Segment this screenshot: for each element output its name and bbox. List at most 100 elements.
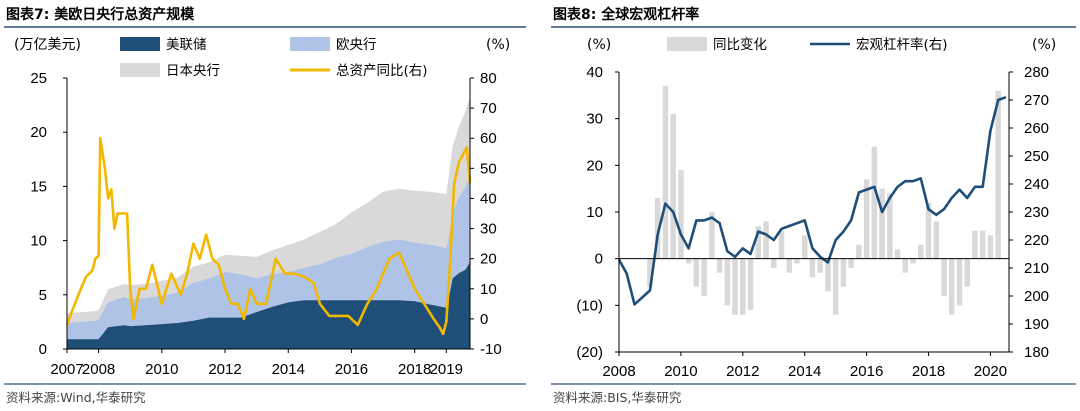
x-tick-label: 2014 <box>272 361 305 378</box>
chart8-right-unit: (%) <box>1032 37 1056 53</box>
y-right-tick-label: 260 <box>1024 120 1049 137</box>
y-right-tick-label: 240 <box>1024 176 1049 193</box>
bar <box>956 258 963 306</box>
y-left-tick-label: 20 <box>30 124 47 141</box>
y-left-tick-label: 20 <box>586 157 603 174</box>
bar <box>848 258 854 268</box>
y-left-tick-label: (10) <box>576 297 603 314</box>
bar <box>925 202 932 259</box>
chart7-right-unit: (%) <box>486 37 510 53</box>
legend-label-boj: 日本央行 <box>166 63 220 79</box>
chart7-legend: 美联储 欧央行 日本央行 总资产同比(右) <box>120 37 428 79</box>
bar <box>825 258 831 292</box>
x-tick-label: 2008 <box>602 363 635 380</box>
bar <box>716 258 723 273</box>
y-right-tick-label: 30 <box>480 221 497 238</box>
yoy-line <box>65 136 472 336</box>
bar <box>763 221 769 259</box>
bar <box>964 258 970 287</box>
bar <box>832 258 839 315</box>
chart8-title: 图表8: 全球宏观杠杆率 <box>553 6 699 23</box>
y-left-tick-label: 0 <box>595 251 603 268</box>
bar <box>910 258 916 264</box>
bar <box>902 258 909 273</box>
bar <box>794 258 800 264</box>
y-left-tick-label: 10 <box>586 204 603 221</box>
bar <box>771 258 777 268</box>
bar <box>809 258 816 278</box>
legend-swatch-boj <box>120 63 160 77</box>
bar <box>662 86 669 259</box>
y-left-tick-label: (20) <box>576 344 603 361</box>
y-right-tick-label: 10 <box>480 281 497 298</box>
bar <box>740 258 746 315</box>
y-right-tick-label: 210 <box>1024 260 1049 277</box>
chart8-bars <box>647 86 1001 315</box>
legend-label-yoy-change: 同比变化 <box>713 37 767 53</box>
bar <box>778 230 785 259</box>
x-tick-label: 2014 <box>788 363 821 380</box>
y-right-tick-label: 220 <box>1024 232 1049 249</box>
x-tick-label: 2020 <box>974 363 1007 380</box>
chart8-leverage-line <box>617 95 1007 306</box>
bar <box>647 258 653 287</box>
x-tick-label: 2016 <box>850 363 883 380</box>
bar <box>693 258 700 287</box>
y-right-tick-label: 60 <box>480 130 497 147</box>
legend-swatch-fed <box>120 37 160 51</box>
x-tick-label: 2018 <box>912 363 945 380</box>
x-tick-label: 2019 <box>430 361 463 378</box>
area-fed <box>67 262 470 349</box>
legend-label-yoy: 总资产同比(右) <box>336 63 428 79</box>
bar <box>979 230 986 259</box>
y-right-tick-label: 0 <box>480 311 488 328</box>
chart8-source: 资料来源:BIS,华泰研究 <box>553 390 682 405</box>
chart8: 图表8: 全球宏观杠杆率 (%) (%) 同比变化 宏观杠杆率(右) (20)(… <box>551 6 1076 405</box>
bar <box>701 258 707 296</box>
chart7-yoy-line <box>65 136 472 336</box>
y-left-tick-label: 10 <box>30 233 47 250</box>
y-left-tick-label: 40 <box>586 64 603 81</box>
bar <box>887 193 893 259</box>
y-right-tick-label: 70 <box>480 100 497 117</box>
bar <box>949 258 955 315</box>
bar <box>670 114 676 259</box>
y-right-tick-label: 230 <box>1024 204 1049 221</box>
bar <box>987 235 994 259</box>
bar <box>747 258 754 310</box>
bar <box>995 90 1001 259</box>
y-left-tick-label: 5 <box>39 287 47 304</box>
x-tick-label: 2012 <box>208 361 241 378</box>
x-tick-label: 2018 <box>398 361 431 378</box>
legend-label-ecb: 欧央行 <box>336 37 377 53</box>
y-right-tick-label: 250 <box>1024 148 1049 165</box>
bar <box>724 258 731 306</box>
y-left-tick-label: 15 <box>30 178 47 195</box>
bar <box>840 258 847 287</box>
legend-label-leverage: 宏观杠杆率(右) <box>856 36 948 53</box>
y-left-tick-label: 25 <box>30 70 47 87</box>
bar <box>732 258 738 315</box>
y-left-tick-label: 0 <box>39 341 47 358</box>
bar <box>894 249 901 259</box>
leverage-line <box>617 95 1007 306</box>
y-right-tick-label: 270 <box>1024 92 1049 109</box>
y-right-tick-label: 200 <box>1024 288 1049 305</box>
chart7-source: 资料来源:Wind,华泰研究 <box>6 390 146 405</box>
bar <box>802 235 808 259</box>
bar <box>755 226 761 259</box>
x-tick-label: 2010 <box>664 363 697 380</box>
y-right-tick-label: 180 <box>1024 344 1049 361</box>
chart7-title: 图表7: 美欧日央行总资产规模 <box>6 6 195 23</box>
y-right-tick-label: 50 <box>480 160 497 177</box>
chart8-legend: 同比变化 宏观杠杆率(右) <box>667 36 948 53</box>
y-right-tick-label: 20 <box>480 251 497 268</box>
y-left-tick-label: 30 <box>586 111 603 128</box>
bar <box>972 230 978 259</box>
bar <box>879 188 885 259</box>
bar <box>654 198 661 259</box>
x-tick-label: 2008 <box>82 361 115 378</box>
bar <box>863 179 870 259</box>
bar <box>685 258 692 264</box>
